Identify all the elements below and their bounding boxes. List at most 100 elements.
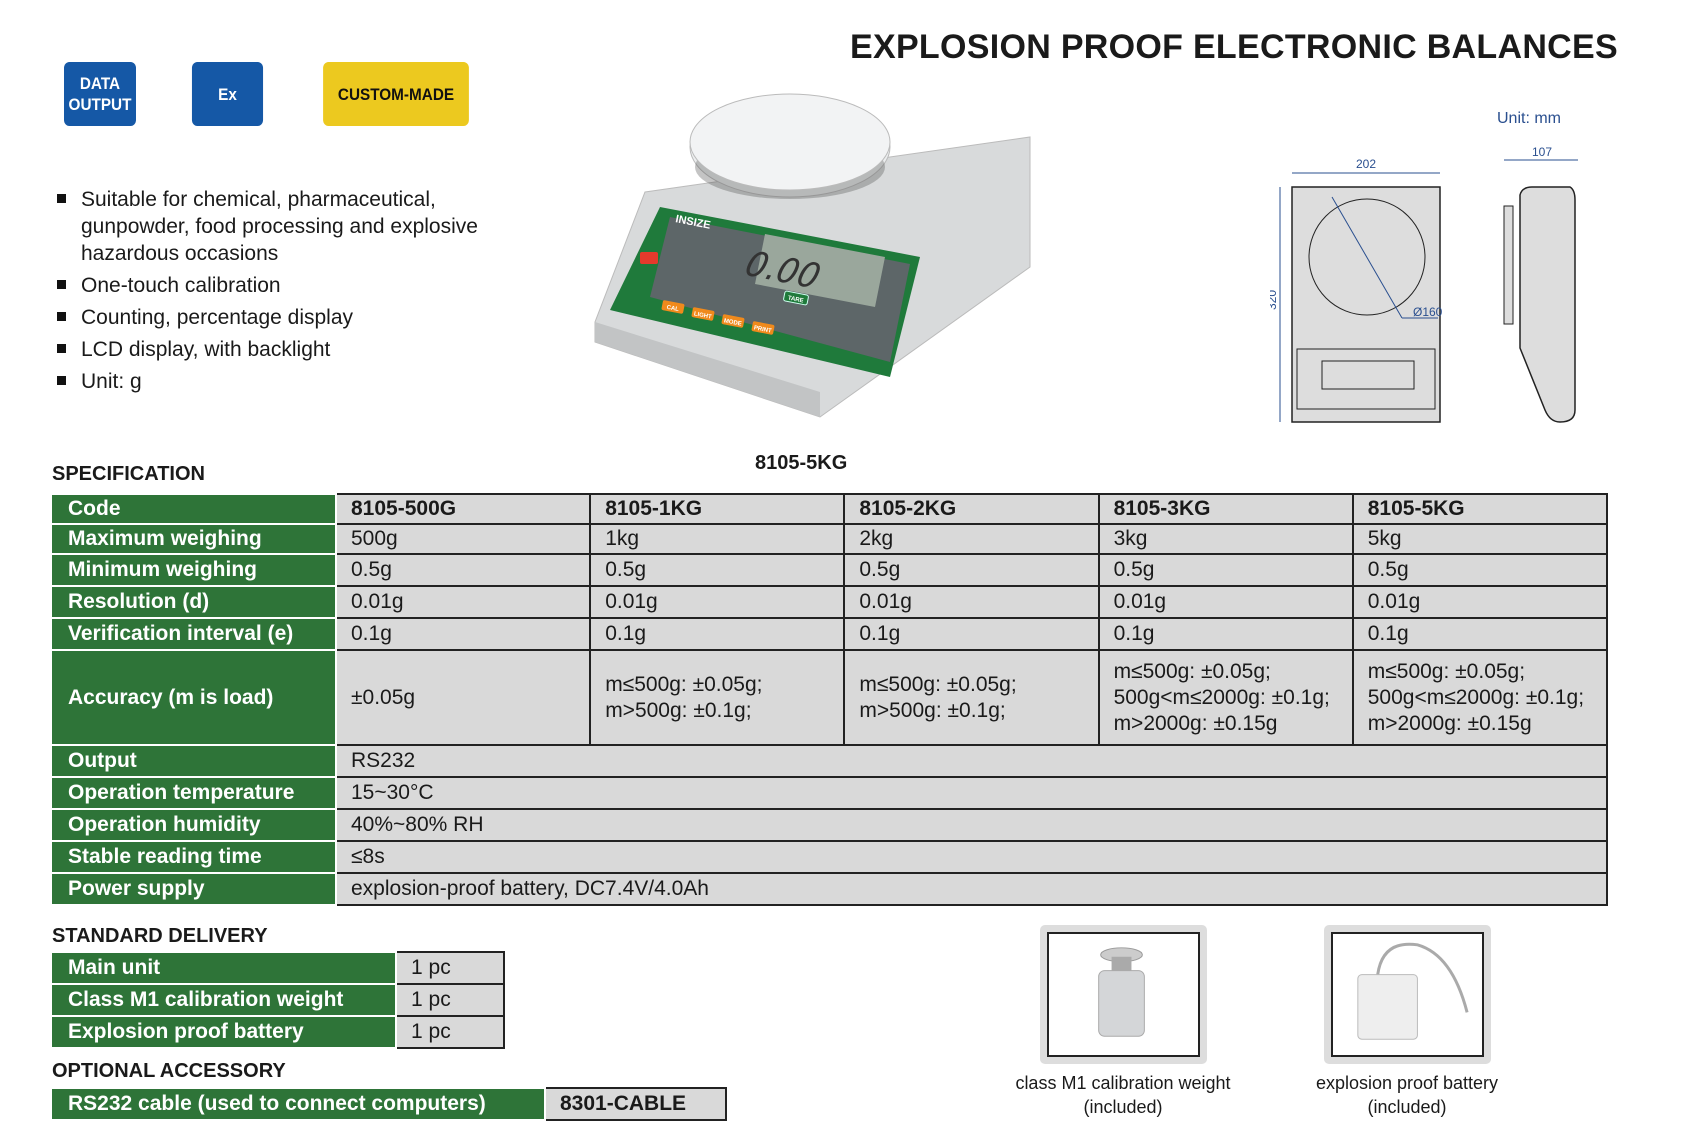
item-name: Class M1 calibration weight <box>52 983 397 1017</box>
accuracy-value: m≤500g: ±0.05g; m>500g: ±0.1g; <box>589 649 846 746</box>
accuracy-line: m>500g: ±0.1g; <box>859 698 1006 722</box>
accuracy-line: m≤500g: ±0.05g; <box>605 672 763 696</box>
accuracy-value: m≤500g: ±0.05g; 500g<m≤2000g: ±0.1g; m>200… <box>1097 649 1354 746</box>
row-label: Operation humidity <box>52 808 337 842</box>
spec-value: 0.1g <box>1097 617 1354 651</box>
specification-heading: SPECIFICATION <box>52 463 205 485</box>
table-row: Explosion proof battery 1 pc <box>52 1015 505 1049</box>
optional-accessory-heading: OPTIONAL ACCESSORY <box>52 1060 286 1082</box>
caption-line: (included) <box>1367 1097 1447 1117</box>
mode-button: MODE <box>721 314 745 328</box>
spec-value: 3kg <box>1097 523 1354 555</box>
button-label: TARE <box>787 296 804 305</box>
page-title: EXPLOSION PROOF ELECTRONIC BALANCES <box>850 28 1618 66</box>
table-row: Operation humidity 40%~80% RH <box>52 808 1608 842</box>
badge-line: OUTPUT <box>68 95 132 114</box>
table-row: Output RS232 <box>52 744 1608 778</box>
weight-caption: class M1 calibration weight (included) <box>993 1071 1253 1119</box>
spec-value: ≤8s <box>335 840 1608 874</box>
spec-value: 40%~80% RH <box>335 808 1608 842</box>
row-label: Code <box>52 493 337 525</box>
spec-value: 0.01g <box>334 585 592 619</box>
spec-value: 0.5g <box>334 553 592 587</box>
feature-item: Unit: g <box>57 368 497 395</box>
table-row: Main unit 1 pc <box>52 951 505 985</box>
table-row: Power supply explosion-proof battery, DC7… <box>52 872 1608 906</box>
spec-value: 0.5g <box>843 553 1100 587</box>
accuracy-line: 500g<m≤2000g: ±0.1g; <box>1367 685 1585 709</box>
standard-delivery-heading: STANDARD DELIVERY <box>52 925 268 947</box>
accuracy-line: m≤500g: ±0.05g; <box>859 672 1017 696</box>
button-label: LIGHT <box>693 311 712 320</box>
item-name: Main unit <box>52 951 397 985</box>
spec-value: 0.01g <box>1097 585 1354 619</box>
model-code: 8105-500G <box>334 493 592 525</box>
spec-value: 0.5g <box>1351 553 1609 587</box>
width-dimension: 202 <box>1356 157 1376 171</box>
accuracy-line: m≤500g: ±0.05g; <box>1113 659 1271 683</box>
item-qty: 1 pc <box>395 983 505 1017</box>
accuracy-line: m≤500g: ±0.05g; <box>1367 659 1526 683</box>
spec-value: 0.1g <box>334 617 592 651</box>
spec-value: RS232 <box>335 744 1608 778</box>
standard-delivery-table: Main unit 1 pc Class M1 calibration weight… <box>52 951 505 1049</box>
tare-button: TARE <box>783 290 809 306</box>
row-label: Operation temperature <box>52 776 337 810</box>
accessory-name: RS232 cable (used to connect computers) <box>52 1087 546 1121</box>
button-label: PRINT <box>753 325 772 334</box>
table-row: Minimum weighing 0.5g 0.5g 0.5g 0.5g 0.5g <box>52 553 1609 587</box>
row-label: Accuracy (m is load) <box>52 649 337 746</box>
caption-line: (included) <box>1083 1097 1163 1117</box>
battery-caption: explosion proof battery (included) <box>1277 1071 1537 1119</box>
table-row: Operation temperature 15~30°C <box>52 776 1608 810</box>
depth-dimension: 320 <box>1270 290 1279 310</box>
photo-caption: 8105-5KG <box>755 452 848 474</box>
spec-value: 500g <box>334 523 592 555</box>
spec-value: 5kg <box>1351 523 1609 555</box>
table-row: Maximum weighing 500g 1kg 2kg 3kg 5kg <box>52 523 1609 555</box>
battery-photo <box>1324 925 1491 1064</box>
accuracy-value: m≤500g: ±0.05g; m>500g: ±0.1g; <box>843 649 1100 746</box>
custom-made-badge: CUSTOM-MADE <box>323 62 469 126</box>
feature-item: One-touch calibration <box>57 272 497 299</box>
row-label: Power supply <box>52 872 337 906</box>
caption-line: class M1 calibration weight <box>1015 1073 1231 1093</box>
spec-value: 1kg <box>589 523 846 555</box>
spec-value: 0.1g <box>589 617 846 651</box>
spec-value: 0.5g <box>1097 553 1354 587</box>
row-label: Resolution (d) <box>52 585 337 619</box>
optional-accessory-table: RS232 cable (used to connect computers) … <box>52 1087 727 1121</box>
spec-value: 15~30°C <box>335 776 1608 810</box>
model-code: 8105-1KG <box>589 493 846 525</box>
data-output-badge: DATA OUTPUT <box>64 62 136 126</box>
model-code: 8105-2KG <box>843 493 1100 525</box>
cal-button: CAL <box>661 300 685 314</box>
unit-label: Unit: mm <box>1497 110 1561 127</box>
row-label: Stable reading time <box>52 840 337 874</box>
accuracy-line: m>500g: ±0.1g; <box>605 698 752 722</box>
row-label: Maximum weighing <box>52 523 337 555</box>
item-name: Explosion proof battery <box>52 1015 397 1049</box>
spec-value: 0.1g <box>843 617 1100 651</box>
caption-line: explosion proof battery <box>1315 1073 1499 1093</box>
model-code: 8105-3KG <box>1097 493 1354 525</box>
light-button: LIGHT <box>691 307 715 321</box>
accuracy-line: ±0.05g <box>351 685 416 709</box>
row-label: Verification interval (e) <box>52 617 337 651</box>
feature-item: Counting, percentage display <box>57 304 497 331</box>
specification-table: Code 8105-500G 8105-1KG 8105-2KG 8105-3KG 810… <box>52 493 1609 906</box>
feature-list: Suitable for chemical, pharmaceutical, g… <box>57 186 497 400</box>
item-qty: 1 pc <box>395 951 505 985</box>
spec-value: 2kg <box>843 523 1100 555</box>
model-code: 8105-5KG <box>1351 493 1609 525</box>
feature-item: LCD display, with backlight <box>57 336 497 363</box>
accuracy-value: m≤500g: ±0.05g; 500g<m≤2000g: ±0.1g; m>200… <box>1351 649 1609 746</box>
spec-value: 0.01g <box>589 585 846 619</box>
calibration-weight-photo <box>1040 925 1207 1064</box>
accuracy-line: m>2000g: ±0.15g <box>1113 711 1278 735</box>
balance-product-photo: 0.00 INSIZE CAL LIGHT MODE PRINT TARE <box>594 93 1031 418</box>
spec-value: 0.1g <box>1351 617 1609 651</box>
spec-value: 0.01g <box>843 585 1100 619</box>
table-row: Accuracy (m is load) ±0.05g m≤500g: ±0.05g… <box>52 649 1609 746</box>
accessory-code: 8301-CABLE <box>544 1087 727 1121</box>
